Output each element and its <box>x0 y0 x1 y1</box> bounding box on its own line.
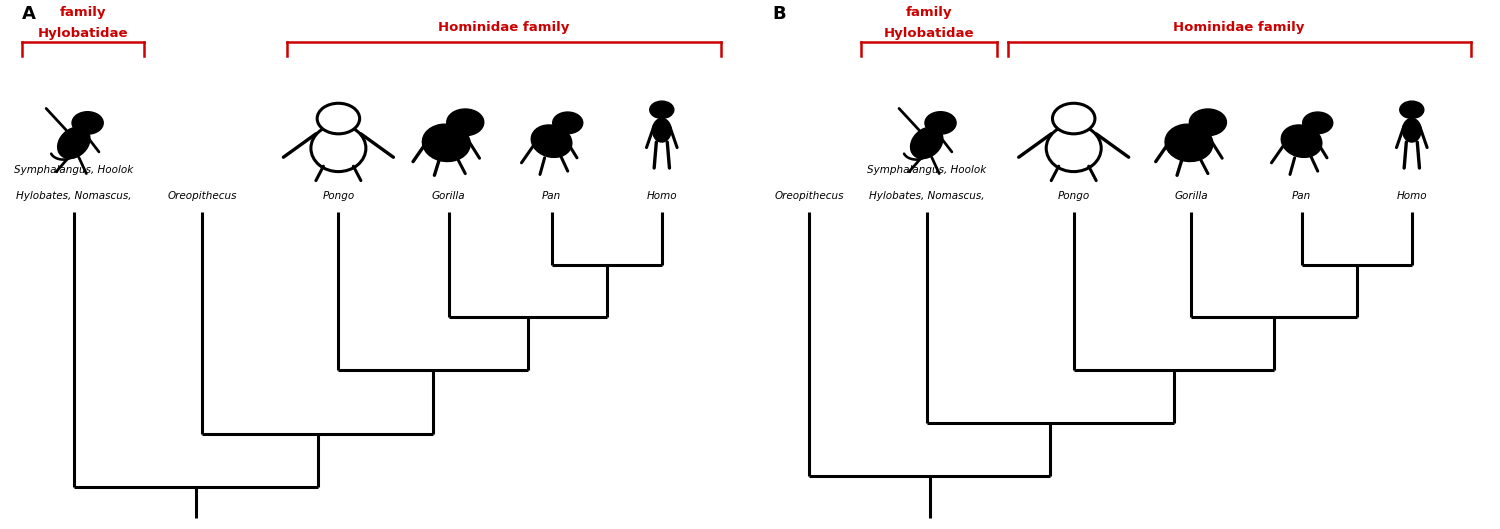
Text: Hylobatidae: Hylobatidae <box>884 26 974 40</box>
Text: Pongo: Pongo <box>322 191 354 201</box>
Ellipse shape <box>652 118 670 142</box>
Text: Hylobates, Nomascus,: Hylobates, Nomascus, <box>16 191 132 201</box>
Ellipse shape <box>1281 125 1322 158</box>
Circle shape <box>1053 103 1095 134</box>
Text: Symphalangus, Hoolok: Symphalangus, Hoolok <box>13 165 134 175</box>
Circle shape <box>1302 112 1334 134</box>
Text: Homo: Homo <box>1396 191 1426 201</box>
Text: Homo: Homo <box>646 191 676 201</box>
Ellipse shape <box>1402 118 1420 142</box>
Text: Hominidae family: Hominidae family <box>1173 21 1305 34</box>
Text: Hylobates, Nomascus,: Hylobates, Nomascus, <box>868 191 984 201</box>
Text: Pan: Pan <box>542 191 561 201</box>
Text: Gorilla: Gorilla <box>432 191 465 201</box>
Text: Hylobatidae: Hylobatidae <box>38 26 129 40</box>
Ellipse shape <box>57 127 90 159</box>
Text: A: A <box>22 5 36 23</box>
Text: Pongo: Pongo <box>1058 191 1090 201</box>
Circle shape <box>552 112 584 134</box>
Circle shape <box>1190 109 1227 135</box>
Ellipse shape <box>1046 125 1101 171</box>
Text: B: B <box>772 5 786 23</box>
Ellipse shape <box>910 127 944 159</box>
Circle shape <box>1400 101 1423 118</box>
Circle shape <box>926 112 956 134</box>
Text: family: family <box>906 5 952 19</box>
Ellipse shape <box>1166 124 1214 161</box>
Ellipse shape <box>423 124 470 161</box>
Ellipse shape <box>310 125 366 171</box>
Text: Oreopithecus: Oreopithecus <box>168 191 237 201</box>
Circle shape <box>650 101 674 118</box>
Text: Hominidae family: Hominidae family <box>438 21 570 34</box>
Text: Oreopithecus: Oreopithecus <box>774 191 844 201</box>
Text: family: family <box>60 5 106 19</box>
Ellipse shape <box>531 125 572 158</box>
Text: Pan: Pan <box>1292 191 1311 201</box>
Circle shape <box>72 112 104 134</box>
Circle shape <box>447 109 485 135</box>
Circle shape <box>316 103 360 134</box>
Text: Gorilla: Gorilla <box>1174 191 1208 201</box>
Text: Symphalangus, Hoolok: Symphalangus, Hoolok <box>867 165 987 175</box>
